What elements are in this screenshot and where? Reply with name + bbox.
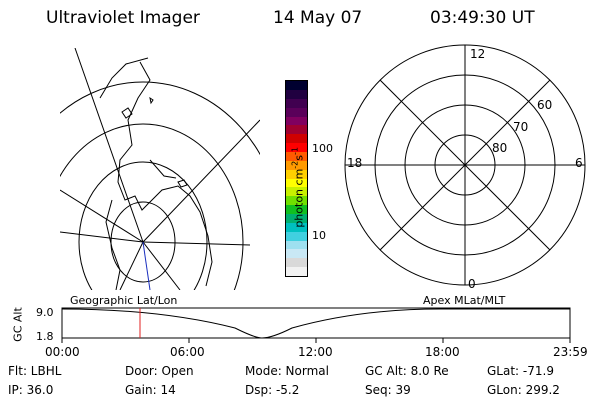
seq-field: Seq: 39	[365, 383, 411, 397]
dipole-marker	[142, 241, 151, 290]
color-swatch	[286, 116, 307, 126]
color-swatch	[286, 187, 307, 197]
geographic-label: Geographic Lat/Lon	[70, 294, 178, 307]
color-swatch	[286, 134, 307, 144]
color-swatch	[286, 240, 307, 250]
map-meridian	[142, 241, 181, 290]
time-label: 03:49:30 UT	[430, 8, 535, 28]
door-field: Door: Open	[125, 364, 194, 378]
gc-alt-field: GC Alt: 8.0 Re	[365, 364, 449, 378]
color-swatch	[286, 258, 307, 268]
color-swatch	[286, 143, 307, 152]
color-swatch	[286, 107, 307, 117]
color-swatch	[286, 249, 307, 259]
color-swatch	[286, 125, 307, 135]
lat-70-label: 70	[513, 120, 529, 134]
map-meridian	[74, 48, 144, 243]
map-meridian	[119, 241, 144, 290]
map-lat-circle	[78, 161, 208, 290]
color-swatch	[286, 81, 307, 90]
lat-80-label: 80	[492, 141, 508, 155]
mode-field: Mode: Normal	[245, 364, 329, 378]
coastline	[105, 199, 121, 290]
map-meridian	[60, 189, 144, 243]
color-swatch	[286, 231, 307, 241]
color-swatch	[286, 178, 307, 188]
y-min-label: 1.8	[36, 330, 54, 343]
color-swatch	[286, 169, 307, 179]
gain-field: Gain: 14	[125, 383, 176, 397]
color-swatch	[286, 89, 307, 99]
map-meridian	[142, 241, 251, 246]
island	[121, 107, 133, 119]
color-scale-bar	[285, 80, 308, 277]
color-swatch	[286, 205, 307, 214]
dsp-field: Dsp: -5.2	[245, 383, 300, 397]
color-swatch	[286, 98, 307, 108]
flt-field: Flt: LBHL	[8, 364, 62, 378]
color-swatch	[286, 213, 307, 223]
map-lat-circle	[60, 81, 260, 156]
ip-field: IP: 36.0	[8, 383, 54, 397]
mlt-0-label: 0	[468, 277, 476, 291]
apex-label: Apex MLat/MLT	[423, 294, 506, 307]
color-swatch	[286, 267, 307, 276]
island	[177, 179, 188, 188]
tick-0600: 06:00	[170, 345, 205, 359]
color-swatch	[286, 222, 307, 232]
glon-field: GLon: 299.2	[487, 383, 560, 397]
glat-field: GLat: -71.9	[487, 364, 554, 378]
mlt-12-label: 12	[470, 47, 486, 61]
island	[149, 96, 154, 105]
color-swatch	[286, 151, 307, 161]
tick-1200: 12:00	[298, 345, 333, 359]
tick-2359: 23:59	[553, 345, 588, 359]
color-swatch	[286, 196, 307, 206]
coastline	[149, 159, 177, 179]
tick-0000: 00:00	[45, 345, 80, 359]
colorbar-tick-10: 10	[312, 229, 326, 242]
date-label: 14 May 07	[273, 8, 363, 28]
instrument-title: Ultraviolet Imager	[46, 8, 200, 28]
y-max-label: 9.0	[36, 306, 54, 319]
mlt-18-label: 18	[347, 156, 363, 170]
tick-1800: 18:00	[425, 345, 460, 359]
polar-diagonal	[379, 79, 551, 251]
lat-60-label: 60	[537, 98, 553, 112]
map-lat-circle	[60, 123, 244, 290]
mlt-6-label: 6	[575, 156, 583, 170]
altitude-curve	[61, 308, 570, 339]
coastline	[117, 61, 213, 287]
map-meridian	[60, 231, 144, 243]
coastline	[99, 57, 149, 99]
color-swatch	[286, 160, 307, 170]
map-meridian	[142, 119, 260, 243]
colorbar-tick-100: 100	[312, 142, 333, 155]
